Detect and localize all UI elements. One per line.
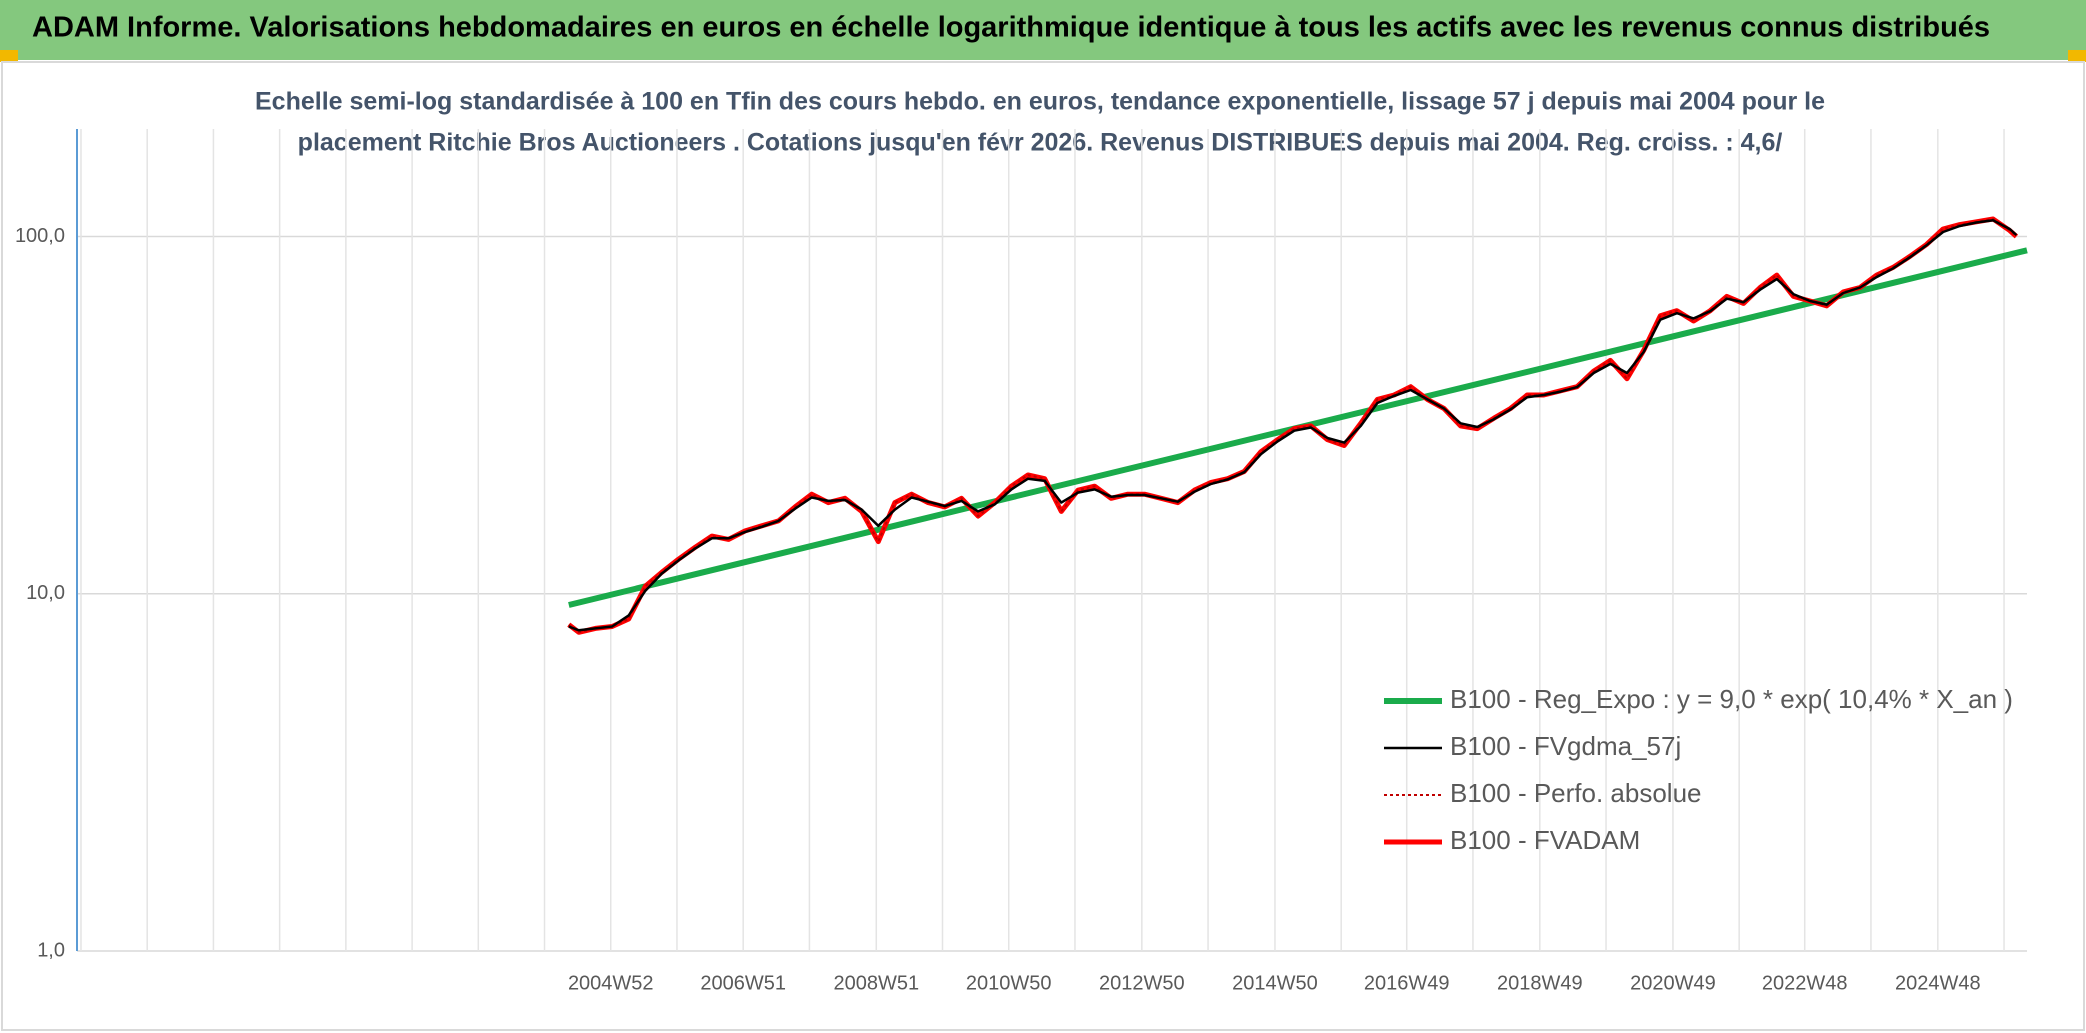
x-tick-label: 2016W49 xyxy=(1364,972,1450,994)
chart-title: ADAM Informe. Valorisations hebdomadaire… xyxy=(32,12,1990,44)
x-tick-label: 2006W51 xyxy=(700,972,786,994)
x-tick-label: 2020W49 xyxy=(1630,972,1716,994)
x-tick-label: 2010W50 xyxy=(966,972,1052,994)
legend-label: B100 - FVgdma_57j xyxy=(1450,731,1681,761)
chart-frame xyxy=(1,61,2085,1031)
series-line xyxy=(568,219,2018,632)
x-tick-label: 2014W50 xyxy=(1232,972,1318,994)
legend-label: B100 - FVADAM xyxy=(1450,825,1640,855)
legend-label: B100 - Perfo. absolue xyxy=(1450,778,1702,808)
chart-subtitle: placement Ritchie Bros Auctioneers . Cot… xyxy=(298,129,1783,157)
chart-subtitle: Echelle semi-log standardisée à 100 en T… xyxy=(255,88,1825,116)
y-tick-label: 100,0 xyxy=(15,225,65,247)
y-tick-label: 1,0 xyxy=(37,939,65,961)
y-tick-label: 10,0 xyxy=(26,582,65,604)
x-tick-label: 2004W52 xyxy=(568,972,654,994)
corner xyxy=(0,50,18,62)
series-line xyxy=(568,218,2018,634)
x-tick-label: 2018W49 xyxy=(1497,972,1583,994)
header-bar xyxy=(0,0,2086,60)
corner xyxy=(2068,50,2086,62)
x-tick-label: 2008W51 xyxy=(833,972,919,994)
x-tick-label: 2024W48 xyxy=(1895,972,1981,994)
legend-label: B100 - Reg_Expo : y = 9,0 * exp( 10,4% *… xyxy=(1450,684,2013,714)
x-tick-label: 2012W50 xyxy=(1099,972,1185,994)
x-tick-label: 2022W48 xyxy=(1762,972,1848,994)
